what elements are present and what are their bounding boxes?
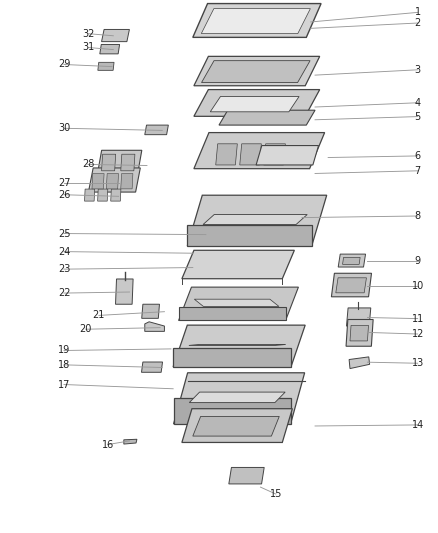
Polygon shape	[121, 154, 135, 171]
Text: 18: 18	[58, 360, 70, 370]
Text: 3: 3	[415, 65, 421, 75]
Text: 30: 30	[58, 123, 70, 133]
Text: 2: 2	[414, 18, 421, 28]
Polygon shape	[111, 189, 121, 201]
Polygon shape	[145, 125, 168, 135]
Text: 1: 1	[415, 7, 421, 18]
Polygon shape	[100, 44, 120, 54]
Text: 19: 19	[58, 345, 70, 356]
Polygon shape	[194, 90, 320, 116]
Polygon shape	[85, 189, 95, 201]
Polygon shape	[229, 467, 264, 484]
Text: 10: 10	[412, 281, 424, 291]
Text: 23: 23	[58, 264, 70, 274]
Polygon shape	[102, 154, 116, 171]
Polygon shape	[219, 110, 315, 125]
Polygon shape	[201, 9, 311, 34]
Polygon shape	[145, 322, 164, 332]
Polygon shape	[88, 168, 140, 192]
Polygon shape	[98, 150, 142, 173]
Text: 13: 13	[412, 358, 424, 368]
Text: 14: 14	[412, 420, 424, 430]
Polygon shape	[106, 174, 119, 189]
Polygon shape	[173, 325, 305, 367]
Text: 11: 11	[412, 313, 424, 324]
Polygon shape	[193, 416, 279, 436]
Text: 29: 29	[58, 60, 70, 69]
Polygon shape	[173, 373, 305, 424]
Text: 24: 24	[58, 247, 70, 256]
Polygon shape	[179, 307, 286, 320]
Polygon shape	[264, 144, 286, 165]
Text: 5: 5	[414, 111, 421, 122]
Polygon shape	[179, 287, 298, 320]
Polygon shape	[350, 326, 368, 341]
Polygon shape	[336, 278, 367, 293]
Polygon shape	[189, 392, 285, 402]
Polygon shape	[173, 348, 291, 367]
Polygon shape	[194, 56, 320, 86]
Polygon shape	[102, 29, 129, 42]
Text: 26: 26	[58, 190, 70, 200]
Polygon shape	[332, 273, 371, 297]
Polygon shape	[343, 257, 360, 264]
Polygon shape	[173, 398, 290, 424]
Polygon shape	[349, 357, 370, 368]
Text: 15: 15	[269, 489, 282, 499]
Polygon shape	[98, 62, 114, 70]
Polygon shape	[187, 224, 312, 246]
Polygon shape	[189, 344, 286, 345]
Polygon shape	[187, 195, 327, 246]
Text: 31: 31	[82, 43, 94, 52]
Polygon shape	[141, 362, 162, 372]
Polygon shape	[193, 4, 321, 37]
Polygon shape	[210, 96, 299, 112]
Text: 6: 6	[415, 151, 421, 161]
Polygon shape	[346, 308, 371, 326]
Polygon shape	[182, 409, 292, 442]
Text: 20: 20	[80, 324, 92, 334]
Polygon shape	[240, 144, 261, 165]
Polygon shape	[194, 299, 279, 306]
Polygon shape	[142, 304, 159, 318]
Text: 21: 21	[93, 310, 105, 320]
Polygon shape	[201, 61, 310, 83]
Polygon shape	[256, 146, 318, 165]
Text: 22: 22	[58, 288, 70, 298]
Text: 17: 17	[58, 379, 70, 390]
Polygon shape	[92, 174, 104, 189]
Polygon shape	[216, 144, 237, 165]
Polygon shape	[124, 439, 137, 444]
Text: 25: 25	[58, 229, 70, 239]
Text: 32: 32	[82, 29, 94, 39]
Polygon shape	[182, 251, 294, 279]
Text: 12: 12	[411, 329, 424, 339]
Polygon shape	[194, 133, 325, 168]
Polygon shape	[98, 189, 108, 201]
Polygon shape	[346, 319, 373, 346]
Text: 7: 7	[414, 166, 421, 176]
Text: 4: 4	[415, 98, 421, 108]
Polygon shape	[121, 174, 133, 189]
Polygon shape	[338, 254, 366, 267]
Text: 27: 27	[58, 177, 70, 188]
Text: 8: 8	[415, 211, 421, 221]
Text: 9: 9	[415, 256, 421, 266]
Polygon shape	[116, 279, 133, 304]
Text: 16: 16	[102, 440, 114, 450]
Polygon shape	[203, 214, 307, 224]
Text: 28: 28	[82, 159, 94, 169]
